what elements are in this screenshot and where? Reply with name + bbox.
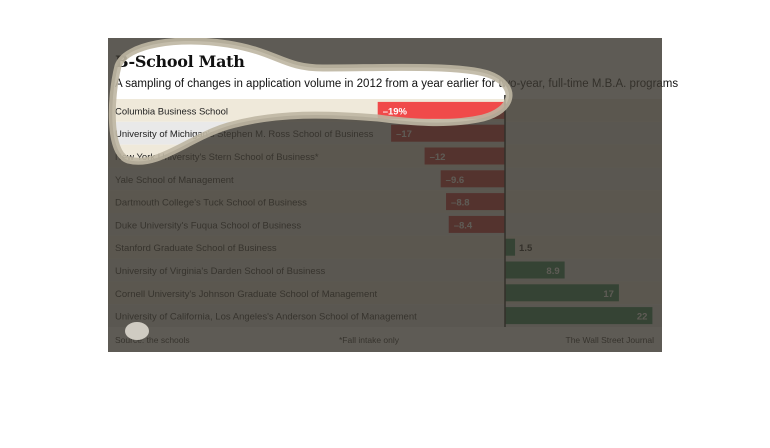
category-label: University of California, Los Angeles's … [115,312,417,323]
value-label: 17 [603,289,614,300]
category-label: Yale School of Management [115,175,234,186]
chart-panel: Columbia Business School –19% University o… [108,38,678,352]
value-label: 8.9 [546,266,559,277]
value-label: –8.8 [451,198,470,209]
footnote: *Fall intake only [339,335,400,345]
source-note: Source: the schools [115,335,190,345]
bar [505,238,516,256]
chart-title: B-School Math [115,52,245,71]
credit: The Wall Street Journal [565,335,655,345]
category-label: Stanford Graduate School of Business [115,243,277,254]
category-label: New York University's Stern School of Bu… [115,152,319,163]
category-label: University of Michigan's Stephen M. Ross… [115,129,374,140]
chart-subtitle: A sampling of changes in application vol… [115,78,679,90]
value-label: 1.5 [519,243,533,254]
value-label: –19% [383,106,408,117]
value-label: –8.4 [454,220,473,231]
value-label: 22 [637,312,648,323]
bar [505,284,619,302]
value-label: –9.6 [446,175,465,186]
category-label: Duke University's Fuqua School of Busine… [115,220,301,231]
category-label: Columbia Business School [115,106,228,117]
category-label: Dartmouth College's Tuck School of Busin… [115,198,307,209]
bar [505,307,653,325]
value-label: –17 [396,129,412,140]
category-label: Cornell University's Johnson Graduate Sc… [115,289,378,300]
category-label: University of Virginia's Darden School o… [115,266,325,277]
value-label: –12 [430,152,446,163]
